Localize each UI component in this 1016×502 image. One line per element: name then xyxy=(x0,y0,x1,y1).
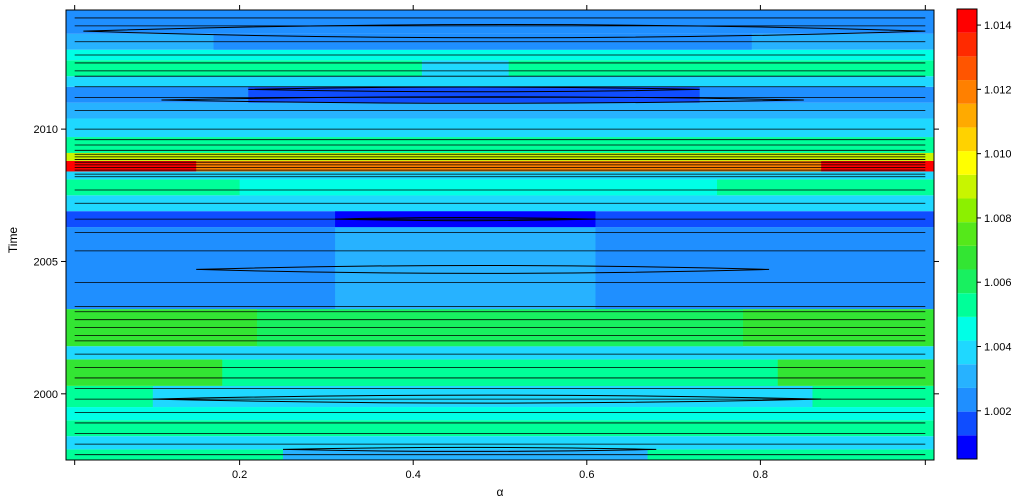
colorbar-swatch xyxy=(957,364,977,388)
colorbar-swatch xyxy=(957,198,977,223)
colorbar-swatch xyxy=(957,127,977,152)
colorbar-swatch xyxy=(957,293,977,317)
heat-band-inner xyxy=(421,60,509,77)
colorbar-swatch xyxy=(957,56,977,81)
x-axis: 0.2 0.4 0.6 0.8 xyxy=(74,5,926,481)
colorbar-legend: 1.002 1.004 1.006 1.008 1.010 1.012 1.014 xyxy=(956,8,1012,460)
heat-band xyxy=(66,420,934,437)
colorbar-swatch xyxy=(957,222,977,246)
colorbar-swatch xyxy=(957,340,977,365)
heat-band xyxy=(66,436,934,450)
plot-frame xyxy=(65,9,935,461)
y-tick-label: 2000 xyxy=(34,389,58,401)
contour-lens xyxy=(83,24,926,39)
contour-lens xyxy=(335,217,596,222)
colorbar-tick-label: 1.004 xyxy=(984,342,1012,354)
y-tick-label: 2010 xyxy=(34,124,58,136)
colorbar-swatch xyxy=(957,80,977,104)
colorbar-tick-label: 1.014 xyxy=(984,20,1012,32)
contour-lens xyxy=(161,96,804,104)
colorbar-swatch xyxy=(957,435,977,459)
colorbar-swatch xyxy=(957,174,977,199)
heat-band xyxy=(66,76,934,87)
heat-band-inner xyxy=(248,86,700,103)
colorbar-tick-label: 1.002 xyxy=(984,406,1012,418)
colorbar-swatch xyxy=(957,32,977,57)
colorbar-swatch xyxy=(957,9,977,33)
plot-area xyxy=(66,10,934,460)
heat-band xyxy=(66,346,934,360)
heat-band-inner xyxy=(239,179,717,196)
colorbar-tick-label: 1.010 xyxy=(984,149,1012,161)
colorbar-swatch xyxy=(957,245,977,270)
heat-band-inner xyxy=(335,227,596,310)
heat-band xyxy=(66,171,934,180)
colorbar-swatch xyxy=(957,269,977,294)
colorbar-tick-label: 1.012 xyxy=(984,84,1012,96)
colorbar-frame xyxy=(956,8,978,460)
heat-band xyxy=(66,118,934,138)
contour-lens xyxy=(282,446,657,452)
colorbar-swatch xyxy=(957,151,977,175)
colorbar-tick-label: 1.008 xyxy=(984,213,1012,225)
y-axis: 2000 2005 2010 xyxy=(34,124,939,401)
x-axis-title: α xyxy=(497,485,504,499)
x-tick-label: 0.2 xyxy=(232,469,247,481)
heat-band-inner xyxy=(152,385,813,408)
x-tick-label: 0.4 xyxy=(406,469,421,481)
colorbar-swatch xyxy=(957,316,977,341)
colorbar-tick-label: 1.006 xyxy=(984,277,1012,289)
y-tick-label: 2005 xyxy=(34,256,58,268)
contour-lens xyxy=(152,394,822,404)
heat-band-inner xyxy=(196,160,822,172)
x-tick-label: 0.6 xyxy=(579,469,594,481)
x-tick-label: 0.8 xyxy=(753,469,768,481)
y-axis-title: Time xyxy=(6,227,20,254)
heat-band-inner xyxy=(222,359,778,386)
heat-band xyxy=(66,407,934,421)
colorbar-swatch xyxy=(957,387,977,412)
contour-lens xyxy=(196,264,770,274)
colorbar-swatch xyxy=(957,411,977,436)
heat-band xyxy=(66,10,934,34)
colorbar-swatch xyxy=(957,103,977,128)
contour-lines xyxy=(74,17,926,456)
contour-lens xyxy=(248,86,700,93)
